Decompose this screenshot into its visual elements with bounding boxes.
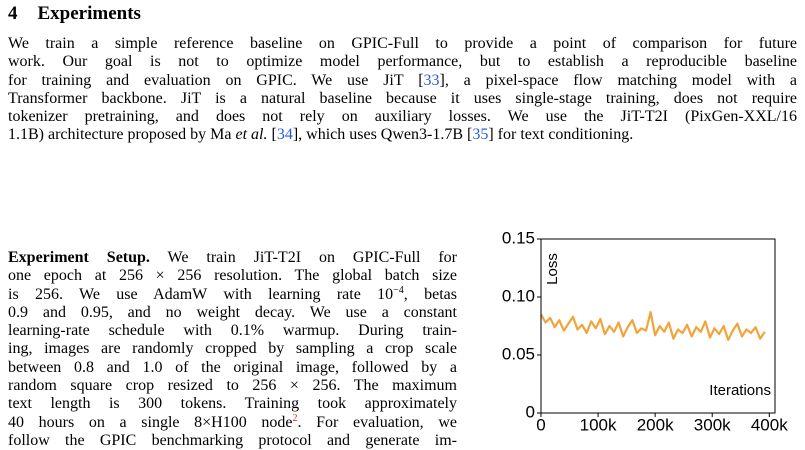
- text-run: work. Our goal is not to optimize model …: [8, 53, 797, 71]
- text-line: 0.9 and 0.95, and no weight decay. We us…: [8, 304, 457, 322]
- text-line: Experiment Setup. We train JiT-T2I on GP…: [8, 249, 457, 267]
- text-run: 40 hours on a single 8×H100 node: [8, 413, 293, 431]
- text-line: 1.1B) architecture proposed by Ma et al.…: [8, 126, 797, 144]
- x-tick-label: 400k: [751, 415, 788, 434]
- y-tick-label: 0.15: [502, 228, 535, 247]
- text-run: for training and evaluation on GPIC. We …: [8, 71, 424, 89]
- x-tick-label: 300k: [694, 415, 731, 434]
- text-run: . For evaluation, we: [297, 413, 458, 431]
- text-line: for training and evaluation on GPIC. We …: [8, 72, 797, 90]
- x-tick-label: 100k: [580, 415, 617, 434]
- text-line: We train a simple reference baseline on …: [8, 35, 797, 53]
- text-line: is 256. We use AdamW with learning rate …: [8, 286, 457, 304]
- text-run: 1.1B) architecture proposed by Ma: [8, 126, 236, 144]
- section-title: Experiments: [37, 3, 141, 24]
- text-run: , betas: [403, 285, 457, 303]
- y-tick-label: 0.10: [502, 286, 535, 305]
- text-run: ] for text conditioning.: [488, 126, 634, 144]
- text-run: ing, images are randomly cropped by samp…: [8, 340, 457, 358]
- text-line: learning-rate schedule with 0.1% warmup.…: [8, 322, 457, 340]
- text-run: ], which uses Qwen3-1.7B [: [292, 126, 473, 144]
- text-run: random square crop resized to 256 × 256.…: [8, 377, 457, 395]
- text-run: text length is 300 tokens. Training took…: [8, 395, 457, 413]
- text-run: follow the GPIC benchmarking protocol an…: [8, 431, 457, 449]
- y-tick-label: 0.05: [502, 344, 535, 363]
- loss-chart: 0 0.05 0.10 0.15 0 100k 200k 300k 400k Loss Iterat…: [502, 228, 788, 434]
- text-run: tokenizer pretraining, and does not rely…: [8, 108, 797, 126]
- text-run: We train a simple reference baseline on …: [8, 35, 797, 52]
- text-run: between 0.8 and 1.0 of the original imag…: [8, 358, 457, 376]
- text-line: random square crop resized to 256 × 256.…: [8, 377, 457, 395]
- text-line: one epoch at 256 × 256 resolution. The g…: [8, 267, 457, 285]
- text-run: Experiment Setup.: [8, 249, 150, 266]
- text-run: is 256. We use AdamW with learning rate …: [8, 285, 394, 303]
- x-axis-label: Iterations: [709, 382, 771, 399]
- y-axis-label: Loss: [544, 253, 561, 285]
- x-tick-label: 200k: [637, 415, 674, 434]
- x-tick-label: 0: [536, 415, 545, 434]
- text-run: learning-rate schedule with 0.1% warmup.…: [8, 322, 457, 340]
- text-line: ing, images are randomly cropped by samp…: [8, 340, 457, 358]
- plot-frame: [540, 238, 776, 414]
- reference[interactable]: 33: [423, 71, 440, 89]
- text-line: tokenizer pretraining, and does not rely…: [8, 108, 797, 126]
- text-line: follow the GPIC benchmarking protocol an…: [8, 432, 457, 450]
- text-run: one epoch at 256 × 256 resolution. The g…: [8, 267, 457, 285]
- text-run: −4: [393, 285, 404, 296]
- paragraph: Experiment Setup. We train JiT-T2I on GP…: [8, 249, 457, 450]
- reference[interactable]: 35: [472, 126, 489, 144]
- text-run: et al.: [235, 126, 268, 144]
- text-run: [: [267, 126, 277, 144]
- text-run: We train JiT-T2I on GPIC-Full for: [149, 249, 457, 266]
- text-line: work. Our goal is not to optimize model …: [8, 53, 797, 71]
- text-line: 40 hours on a single 8×H100 node2. For e…: [8, 414, 457, 432]
- reference[interactable]: 2: [292, 413, 298, 424]
- y-tick-label: 0: [526, 402, 535, 421]
- section-heading: 4 Experiments: [8, 3, 141, 25]
- section-number: 4: [8, 3, 18, 24]
- loss-line: [540, 310, 766, 342]
- paragraph: We train a simple reference baseline on …: [8, 35, 797, 145]
- text-run: ], a pixel-space flow matching model wit…: [439, 71, 797, 89]
- text-line: Transformer backbone. JiT is a natural b…: [8, 90, 797, 108]
- text-run: Transformer backbone. JiT is a natural b…: [8, 89, 797, 107]
- text-run: 0.9 and 0.95, and no weight decay. We us…: [8, 303, 457, 321]
- text-line: text length is 300 tokens. Training took…: [8, 395, 457, 413]
- text-line: between 0.8 and 1.0 of the original imag…: [8, 359, 457, 377]
- reference[interactable]: 34: [276, 126, 293, 144]
